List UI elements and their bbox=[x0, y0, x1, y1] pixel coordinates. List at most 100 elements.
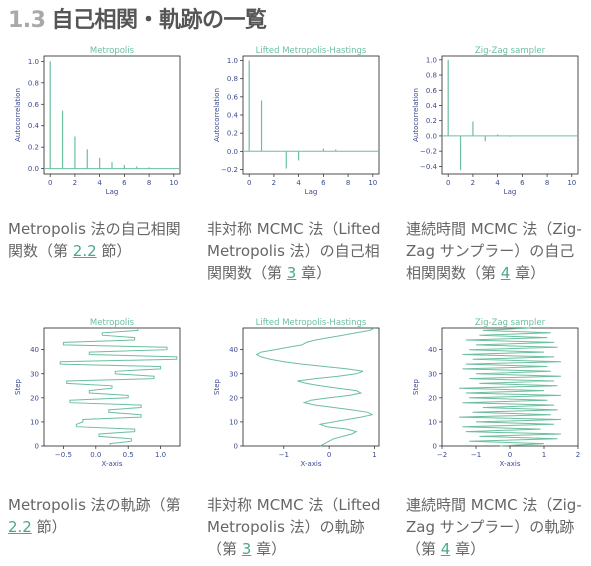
x-tick-label: 2 bbox=[73, 179, 77, 187]
caption-trace-metropolis: Metropolis 法の軌跡（第 2.2 節） bbox=[8, 494, 188, 538]
caption-text: 非対称 MCMC 法（Lifted Metropolis 法）の軌跡（第 bbox=[207, 496, 381, 558]
y-axis-label: Autocorrelation bbox=[213, 88, 221, 142]
y-tick-label: 0.6 bbox=[227, 93, 239, 101]
y-tick-label: 0.4 bbox=[28, 122, 40, 130]
chapter-link[interactable]: 3 bbox=[241, 540, 252, 558]
x-tick-label: 0 bbox=[48, 179, 52, 187]
y-tick-label: 1.0 bbox=[28, 58, 39, 66]
x-tick-label: 0.5 bbox=[123, 451, 134, 459]
y-tick-label: −0.2 bbox=[420, 148, 437, 156]
plot-frame bbox=[242, 327, 380, 447]
section-title: 自己相関・軌跡の一覧 bbox=[51, 8, 267, 33]
x-axis-label: X-axis bbox=[301, 460, 322, 468]
x-tick-label: 4 bbox=[296, 179, 301, 187]
y-tick-label: 20 bbox=[428, 394, 437, 402]
x-tick-label: 0.0 bbox=[90, 451, 101, 459]
caption-text: 節） bbox=[31, 518, 67, 536]
y-tick-label: 0.0 bbox=[227, 148, 238, 156]
section-number: 1.3 bbox=[8, 8, 46, 33]
x-tick-label: 0 bbox=[508, 451, 512, 459]
x-axis-label: X-axis bbox=[102, 460, 123, 468]
acf-plot-zigzag: Zig-Zag sampler −0.4 −0.2 0.0 0.2 0.4 0.6 0.8 1.… bbox=[406, 46, 591, 211]
trajectory-line bbox=[59, 328, 178, 446]
x-tick-label: 8 bbox=[147, 179, 151, 187]
caption-acf-metropolis: Metropolis 法の自己相関関数（第 2.2 節） bbox=[8, 218, 188, 262]
y-tick-label: 20 bbox=[30, 394, 39, 402]
x-tick-label: 1 bbox=[372, 451, 376, 459]
y-tick-label: 40 bbox=[229, 346, 238, 354]
y-axis-label: Autocorrelation bbox=[412, 88, 420, 142]
section-link[interactable]: 2.2 bbox=[72, 242, 97, 260]
y-tick-label: 30 bbox=[229, 370, 238, 378]
chapter-link[interactable]: 3 bbox=[286, 264, 297, 282]
y-tick-label: 0.6 bbox=[426, 87, 438, 95]
caption-trace-zigzag: 連続時間 MCMC 法（Zig-Zag サンプラー）の軌跡（第 4 章） bbox=[406, 494, 586, 560]
caption-text: Metropolis 法の軌跡（第 bbox=[8, 496, 181, 514]
x-tick-label: −0.5 bbox=[55, 451, 72, 459]
plot-frame bbox=[441, 55, 579, 175]
plot-frame bbox=[242, 55, 380, 175]
y-tick-label: 0.0 bbox=[426, 132, 437, 140]
x-tick-label: 4 bbox=[495, 179, 500, 187]
x-tick-label: 0 bbox=[247, 179, 251, 187]
x-tick-label: 2 bbox=[272, 179, 276, 187]
y-axis-label: Step bbox=[213, 378, 221, 394]
trace-plot-zigzag: Zig-Zag sampler 0 10 20 30 40 −2 −1 0 1 2 X-axis Ste… bbox=[406, 318, 591, 483]
y-tick-label: 10 bbox=[229, 418, 238, 426]
y-tick-label: 1.0 bbox=[426, 56, 437, 64]
y-tick-label: 0.2 bbox=[227, 130, 238, 138]
x-tick-label: 0 bbox=[446, 179, 450, 187]
trace-plot-lifted: Lifted Metropolis-Hastings 0 10 20 30 40 −1 0 1 X… bbox=[207, 318, 397, 483]
x-tick-label: 8 bbox=[346, 179, 350, 187]
y-tick-label: 0.8 bbox=[227, 75, 238, 83]
x-tick-label: 0 bbox=[327, 451, 331, 459]
x-tick-label: 2 bbox=[576, 451, 580, 459]
x-tick-label: 4 bbox=[97, 179, 102, 187]
x-axis-label: Lag bbox=[305, 188, 318, 196]
x-tick-label: 8 bbox=[545, 179, 549, 187]
acf-plot-metropolis: Metropolis 0.0 0.2 0.4 0.6 0.8 1.0 0 2 4 6 8 10 Lag Au… bbox=[8, 46, 198, 211]
plot-frame bbox=[43, 55, 181, 175]
caption-acf-zigzag: 連続時間 MCMC 法（Zig-Zag サンプラー）の自己相関関数（第 4 章） bbox=[406, 218, 586, 284]
x-tick-label: −2 bbox=[437, 451, 447, 459]
y-tick-label: 30 bbox=[428, 370, 437, 378]
x-tick-label: 10 bbox=[368, 179, 377, 187]
x-tick-label: 10 bbox=[169, 179, 178, 187]
caption-text: 非対称 MCMC 法（Lifted Metropolis 法）の自己相関関数（第 bbox=[207, 220, 381, 282]
y-tick-label: 1.0 bbox=[227, 57, 238, 65]
plot-title: Zig-Zag sampler bbox=[475, 318, 546, 328]
x-axis-label: Lag bbox=[504, 188, 517, 196]
y-axis-label: Autocorrelation bbox=[14, 88, 22, 142]
x-tick-label: 2 bbox=[471, 179, 475, 187]
x-axis-label: Lag bbox=[106, 188, 119, 196]
trajectory-line bbox=[458, 327, 562, 447]
y-tick-label: 0.4 bbox=[426, 102, 438, 110]
section-link[interactable]: 2.2 bbox=[8, 518, 32, 536]
y-tick-label: 0.0 bbox=[28, 165, 39, 173]
x-tick-label: 1 bbox=[542, 451, 546, 459]
caption-text: Metropolis 法の自己相関関数（第 bbox=[8, 220, 181, 260]
section-heading: 1.3 自己相関・軌跡の一覧 bbox=[8, 2, 267, 34]
x-tick-label: 6 bbox=[122, 179, 127, 187]
x-tick-label: 1.0 bbox=[155, 451, 166, 459]
y-tick-label: 0.8 bbox=[28, 79, 39, 87]
plot-title: Metropolis bbox=[90, 46, 135, 56]
y-axis-label: Step bbox=[14, 378, 22, 394]
chapter-link[interactable]: 4 bbox=[500, 264, 511, 282]
acf-plot-lifted: Lifted Metropolis-Hastings −0.2 0.0 0.2 0.4 0… bbox=[207, 46, 397, 211]
y-axis-label: Step bbox=[412, 378, 420, 394]
plot-title: Lifted Metropolis-Hastings bbox=[256, 46, 367, 56]
y-tick-label: 20 bbox=[229, 394, 238, 402]
chapter-link[interactable]: 4 bbox=[440, 540, 451, 558]
caption-text: 章） bbox=[251, 540, 287, 558]
caption-trace-lifted: 非対称 MCMC 法（Lifted Metropolis 法）の軌跡（第 3 章… bbox=[207, 494, 387, 560]
y-tick-label: 0.2 bbox=[426, 117, 437, 125]
y-tick-label: 40 bbox=[30, 346, 39, 354]
trajectory-line bbox=[255, 327, 375, 447]
caption-text: 章） bbox=[510, 264, 546, 282]
y-tick-label: 10 bbox=[30, 418, 39, 426]
y-tick-label: 40 bbox=[428, 346, 437, 354]
x-tick-label: 6 bbox=[520, 179, 525, 187]
x-tick-label: −1 bbox=[279, 451, 289, 459]
x-tick-label: −1 bbox=[471, 451, 481, 459]
